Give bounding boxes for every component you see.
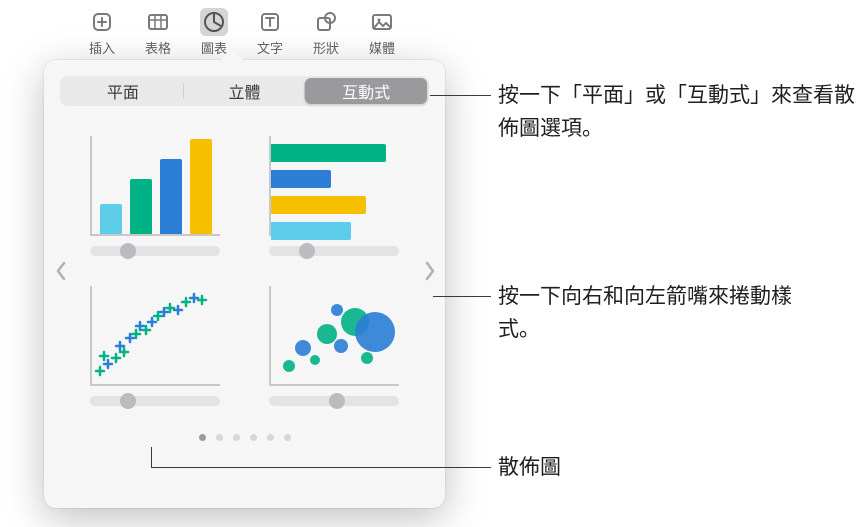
- chart-option-barh[interactable]: [265, 136, 404, 256]
- page-dots[interactable]: [60, 434, 429, 441]
- toolbar-label: 文字: [257, 38, 283, 57]
- chart-slider: [269, 396, 399, 406]
- toolbar: 插入 表格 圖表 文字 形狀 媒體: [82, 0, 402, 57]
- callout-line: [433, 296, 491, 297]
- chart-grid: [60, 126, 429, 416]
- toolbar-item-text[interactable]: 文字: [256, 8, 284, 57]
- chart-slider: [269, 246, 399, 256]
- text-icon: [256, 8, 284, 36]
- toolbar-item-chart[interactable]: 圖表: [200, 8, 228, 57]
- callout-scatter: 散佈圖: [498, 452, 561, 485]
- toolbar-label: 表格: [145, 38, 171, 57]
- segment-3d[interactable]: 立體: [184, 78, 306, 104]
- toolbar-item-shape[interactable]: 形狀: [312, 8, 340, 57]
- chart-slider: [90, 396, 220, 406]
- toolbar-label: 形狀: [313, 38, 339, 57]
- chart-preview: [90, 286, 220, 386]
- nav-right-arrow[interactable]: [421, 256, 439, 286]
- callout-line: [151, 467, 491, 468]
- toolbar-item-table[interactable]: 表格: [144, 8, 172, 57]
- nav-left-arrow[interactable]: [52, 256, 70, 286]
- chart-option-column[interactable]: [86, 136, 225, 256]
- chart-icon: [200, 8, 228, 36]
- page-dot[interactable]: [233, 434, 240, 441]
- page-dot[interactable]: [199, 434, 206, 441]
- callout-line: [430, 95, 491, 96]
- toolbar-label: 媒體: [369, 38, 395, 57]
- chart-slider: [90, 246, 220, 256]
- toolbar-label: 插入: [89, 38, 115, 57]
- callout-arrows: 按一下向右和向左箭嘴來捲動樣式。: [498, 281, 818, 346]
- toolbar-item-media[interactable]: 媒體: [368, 8, 396, 57]
- chart-popover: 平面 立體 互動式: [44, 60, 445, 508]
- chart-preview: [269, 286, 399, 386]
- chart-preview: [269, 136, 399, 236]
- page-dot[interactable]: [216, 434, 223, 441]
- shape-icon: [312, 8, 340, 36]
- callout-segments: 按一下「平面」或「互動式」來查看散佈圖選項。: [498, 80, 858, 145]
- media-icon: [368, 8, 396, 36]
- segment-2d[interactable]: 平面: [62, 78, 184, 104]
- page-dot[interactable]: [250, 434, 257, 441]
- chart-option-bubble[interactable]: [265, 286, 404, 406]
- page-dot[interactable]: [267, 434, 274, 441]
- toolbar-item-insert[interactable]: 插入: [88, 8, 116, 57]
- callout-line: [151, 447, 152, 467]
- chart-type-segmented: 平面 立體 互動式: [60, 76, 429, 106]
- chart-option-scatter[interactable]: [86, 286, 225, 406]
- segment-interactive[interactable]: 互動式: [305, 78, 427, 104]
- table-icon: [144, 8, 172, 36]
- chart-preview: [90, 136, 220, 236]
- page-dot[interactable]: [284, 434, 291, 441]
- toolbar-label: 圖表: [201, 38, 227, 57]
- insert-icon: [88, 8, 116, 36]
